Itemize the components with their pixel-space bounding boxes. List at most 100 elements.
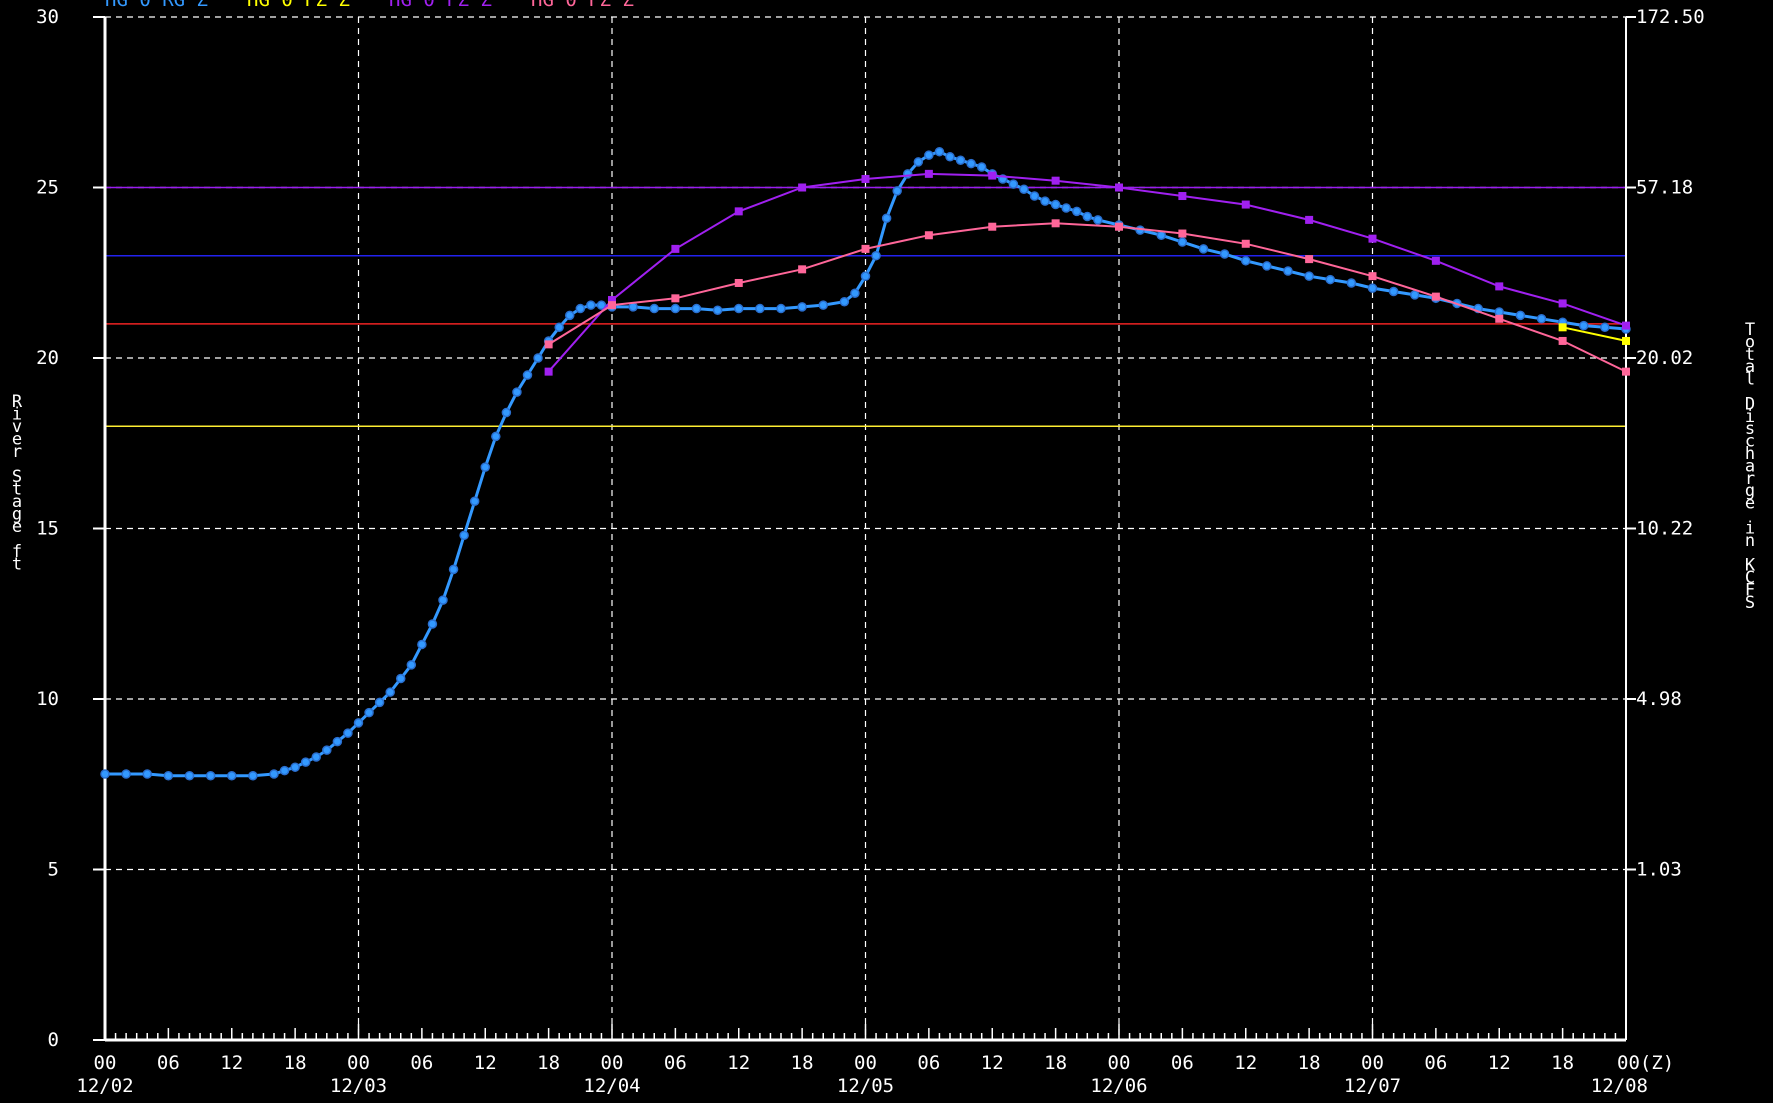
series-point [1367,283,1378,293]
series-line [548,222,1627,373]
series-point [1029,191,1040,201]
x-hour-label: 00 [601,1052,624,1074]
series-point [1051,176,1060,185]
y-tick-label: 15 [36,518,59,540]
x-hour-label: 00 [1108,1052,1131,1074]
series-point [459,530,469,541]
series-point [1494,307,1504,317]
series-point [1040,196,1050,206]
series-point [871,250,881,261]
y-tick-label: 10 [36,688,59,710]
series-point [512,387,522,397]
x-hour-label: 18 [1551,1052,1574,1074]
series-point [374,697,385,708]
series-point [1019,184,1029,194]
series-point [861,174,870,183]
series-point [142,769,152,779]
series-point [184,770,195,781]
series-point [818,300,828,310]
legend-entry: HG 0 RG Z [105,0,208,11]
series-point [1495,282,1504,291]
x-hour-label: 06 [157,1052,180,1074]
series-point [544,340,553,349]
legend-entry: HG 0 FZ Z [247,0,350,11]
series-point [734,207,743,216]
series-point [1536,314,1547,324]
series-point [469,496,480,506]
x-hour-label: 12 [220,1052,243,1074]
y-tick-label: 5 [48,859,59,881]
series-point [755,303,765,314]
series-point [1325,274,1335,285]
series-point [839,296,850,307]
series-point [1558,336,1567,345]
series-point [1600,322,1610,333]
secondary-y-tick-label: 1.03 [1636,859,1682,881]
series-point [691,303,702,314]
series-point [966,158,976,169]
x-hour-label: 06 [1171,1052,1194,1074]
series-point [1072,206,1082,217]
series-point [881,213,892,223]
x-hour-label: 00 [1361,1052,1384,1074]
x-hour-label: 00(Z) [1617,1052,1674,1074]
series-point [913,157,924,167]
series-point [934,146,945,157]
series-point [850,288,860,298]
series-point [1178,192,1187,201]
series-point [1115,183,1123,192]
series-point [364,707,374,718]
series-point [924,150,934,160]
series-point [406,660,417,670]
series-point [544,367,553,376]
x-hour-label: 18 [791,1052,814,1074]
series-point [427,619,438,629]
series-point [892,186,902,196]
series-point [734,303,744,314]
x-hour-label: 12 [727,1052,750,1074]
series-point [300,757,311,767]
series-point [205,770,216,781]
series-point [353,718,364,728]
legend: HG 0 RG Z HG 0 FZ Z HG 0 FZ Z HG 0 FZ Z [105,0,634,11]
series-point [671,294,680,303]
series-point [269,769,279,779]
series-point [798,183,807,192]
series-point [955,155,966,165]
series-point [1178,229,1187,238]
series-point [988,222,997,231]
series-point [860,271,871,281]
series-point [501,407,512,418]
x-hour-label: 12 [1234,1052,1257,1074]
x-hour-label: 00 [94,1052,117,1074]
series-point [522,370,533,380]
series-point [945,152,955,162]
series-point [1346,278,1357,288]
series-point [163,770,174,781]
series-point [1093,215,1103,225]
series-point [976,162,987,172]
x-date-label: 12/07 [1344,1075,1401,1097]
series-point [798,265,807,274]
x-hour-label: 18 [537,1052,560,1074]
series-point [1304,271,1314,281]
series-point [311,752,321,762]
x-date-label: 12/05 [837,1075,894,1097]
series-point [343,728,353,738]
x-hour-label: 12 [981,1052,1004,1074]
series-point [797,302,807,312]
series-point [385,687,395,697]
series-point [565,310,575,321]
series-point [554,322,564,333]
x-hour-label: 06 [664,1052,687,1074]
series-point [575,303,586,314]
secondary-y-tick-label: 172.50 [1636,6,1705,28]
series-point [417,639,427,650]
series-point [438,595,448,605]
series-point [671,244,680,253]
series-point [734,278,743,287]
series-point [776,303,786,314]
